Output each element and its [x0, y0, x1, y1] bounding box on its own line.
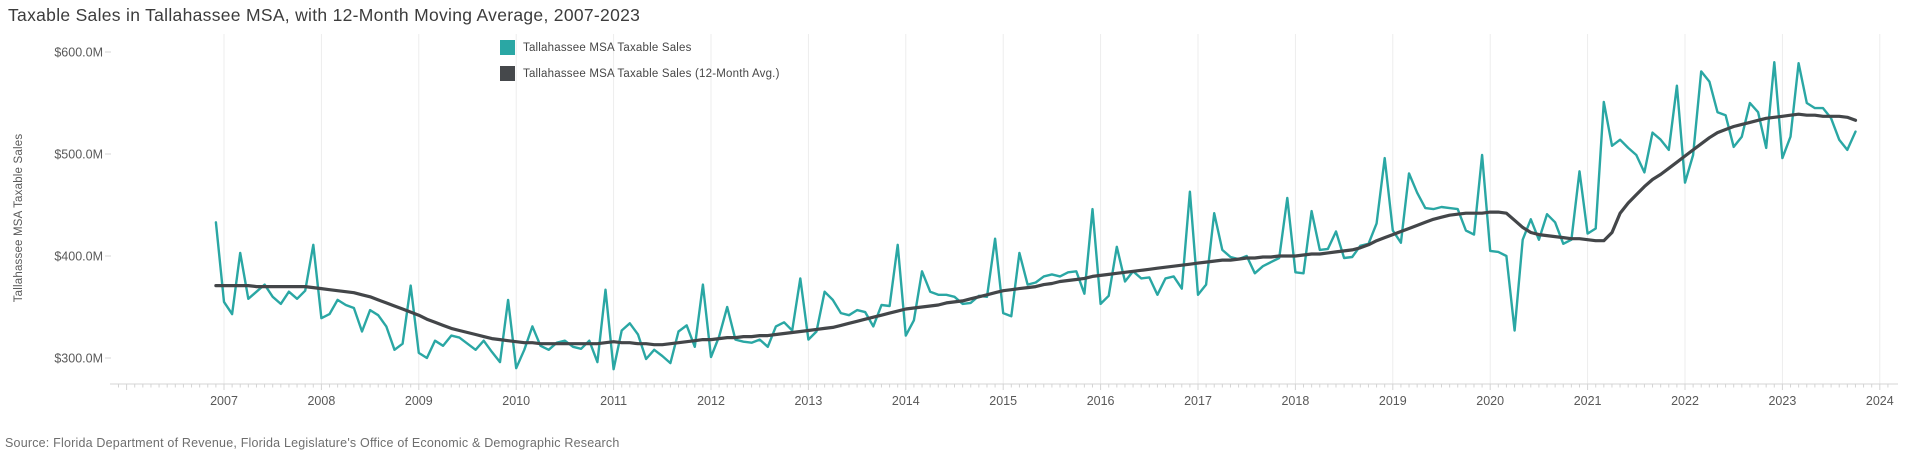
y-tick-label: $600.0M [54, 46, 103, 60]
legend-label-moving-avg: Tallahassee MSA Taxable Sales (12-Month … [523, 67, 780, 80]
sales-line [214, 61, 1857, 371]
x-year-label: 2014 [892, 394, 920, 408]
x-year-label: 2013 [794, 394, 822, 408]
x-year-label: 2011 [600, 394, 627, 408]
legend: Tallahassee MSA Taxable Sales Tallahasse… [500, 40, 780, 92]
x-year-label: 2020 [1476, 394, 1504, 408]
chart-title: Taxable Sales in Tallahassee MSA, with 1… [8, 5, 641, 25]
x-year-label: 2010 [502, 394, 530, 408]
y-axis-title: Tallahassee MSA Taxable Sales [13, 133, 25, 303]
legend-swatch-moving-avg [500, 66, 515, 81]
x-year-label: 2015 [989, 394, 1017, 408]
x-year-label: 2016 [1087, 394, 1115, 408]
y-tick-label: $400.0M [54, 250, 103, 264]
x-year-label: 2022 [1671, 394, 1699, 408]
legend-swatch-sales [500, 40, 515, 55]
x-year-label: 2008 [307, 394, 335, 408]
x-year-label: 2007 [210, 394, 238, 408]
legend-item-sales: Tallahassee MSA Taxable Sales [500, 40, 780, 55]
moving-average-line [214, 112, 1858, 347]
x-year-label: 2021 [1574, 394, 1602, 408]
x-year-label: 2023 [1768, 394, 1796, 408]
x-year-label: 2009 [405, 394, 433, 408]
legend-label-sales: Tallahassee MSA Taxable Sales [523, 41, 692, 54]
x-year-label: 2017 [1184, 394, 1212, 408]
legend-item-moving-avg: Tallahassee MSA Taxable Sales (12-Month … [500, 66, 780, 81]
y-tick-label: $300.0M [54, 352, 103, 366]
x-year-label: 2018 [1281, 394, 1309, 408]
x-year-label: 2019 [1379, 394, 1407, 408]
y-tick-label: $500.0M [54, 148, 103, 162]
x-year-label: 2012 [697, 394, 725, 408]
source-note: Source: Florida Department of Revenue, F… [5, 436, 620, 450]
x-year-label: 2024 [1866, 394, 1894, 408]
